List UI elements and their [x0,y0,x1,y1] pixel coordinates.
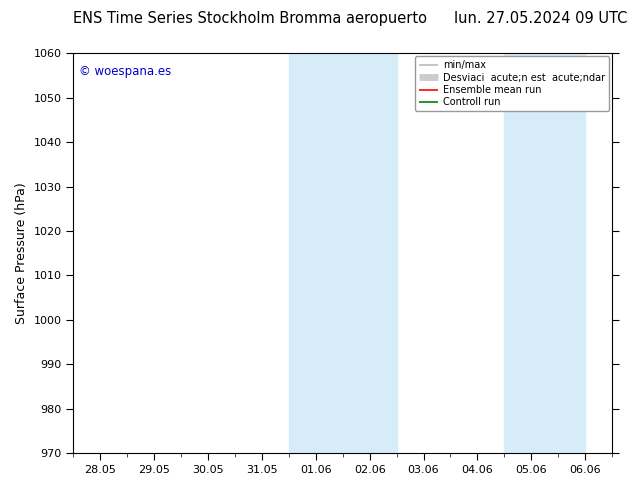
Text: © woespana.es: © woespana.es [79,65,171,78]
Y-axis label: Surface Pressure (hPa): Surface Pressure (hPa) [15,182,28,324]
Text: ENS Time Series Stockholm Bromma aeropuerto: ENS Time Series Stockholm Bromma aeropue… [74,11,427,26]
Bar [504,53,585,453]
Text: lun. 27.05.2024 09 UTC: lun. 27.05.2024 09 UTC [455,11,628,26]
Legend: min/max, Desviaci  acute;n est  acute;ndar, Ensemble mean run, Controll run: min/max, Desviaci acute;n est acute;ndar… [415,56,609,111]
Bar [289,53,397,453]
